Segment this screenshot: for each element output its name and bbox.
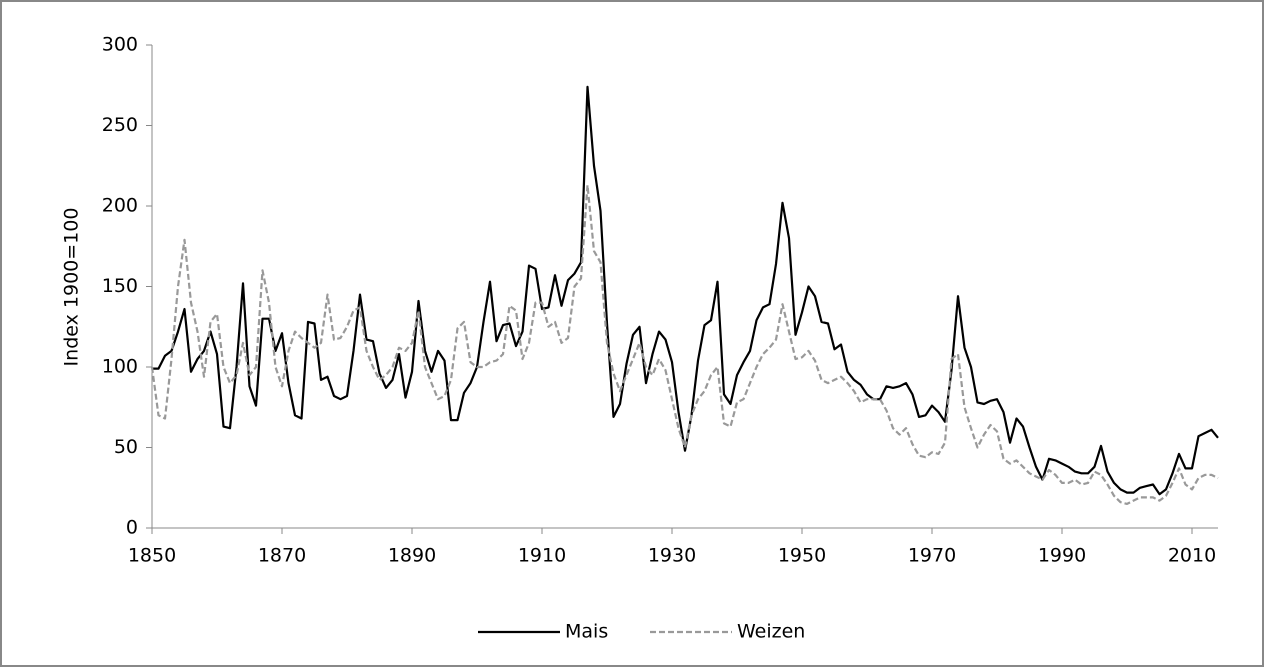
y-tick-label: 0 (126, 517, 138, 539)
y-axis-label: Index 1900=100 (61, 208, 83, 367)
x-tick-label: 1850 (128, 545, 176, 567)
y-tick-label: 200 (102, 195, 138, 217)
x-tick-label: 2010 (1168, 545, 1216, 567)
y-tick-label: 300 (102, 34, 138, 56)
x-tick-label: 1870 (258, 545, 306, 567)
y-tick-label: 250 (102, 114, 138, 136)
series-line (152, 85, 1219, 496)
x-tick-label: 1910 (518, 545, 566, 567)
y-tick-label: 150 (102, 275, 138, 297)
x-tick-label: 1970 (908, 545, 956, 567)
x-tick-label: 1930 (648, 545, 696, 567)
x-tick-label: 1990 (1038, 545, 1086, 567)
legend-label: Weizen (737, 621, 805, 643)
x-tick-label: 1950 (778, 545, 826, 567)
x-tick-label: 1890 (388, 545, 436, 567)
legend-label: Mais (565, 621, 608, 643)
y-tick-label: 50 (114, 436, 138, 458)
y-tick-label: 100 (102, 356, 138, 378)
series-line (150, 184, 1219, 505)
